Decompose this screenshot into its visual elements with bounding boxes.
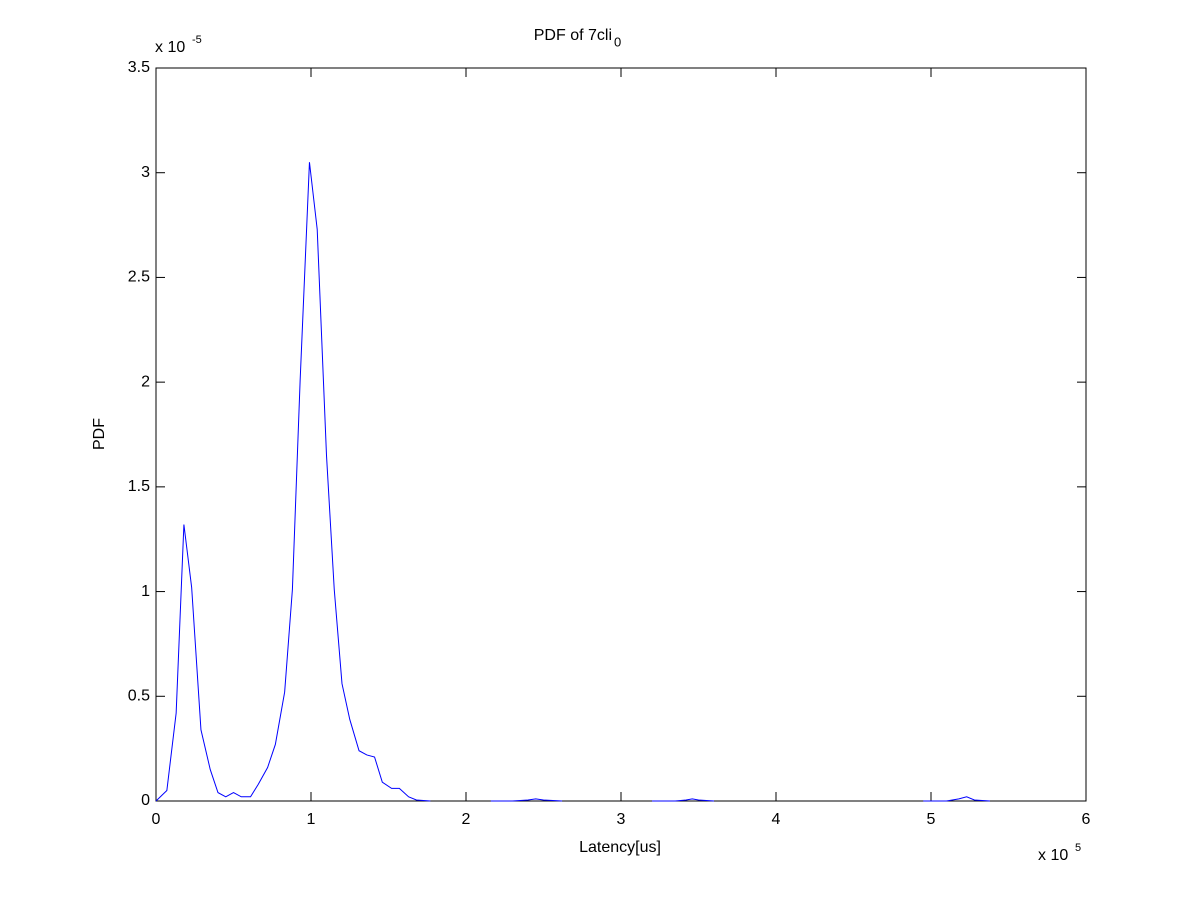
y-tick-label: 3.5: [128, 59, 150, 76]
y-multiplier: x 10: [155, 39, 185, 56]
x-tick-label: 2: [462, 811, 471, 828]
data-line: [155, 162, 990, 802]
x-tick-label: 1: [307, 811, 316, 828]
y-multiplier-exponent: -5: [192, 34, 202, 46]
y-axis-label: PDF: [91, 418, 108, 450]
y-tick-label: 0: [141, 792, 150, 809]
y-tick-label: 3: [141, 164, 150, 181]
y-tick-label: 1: [141, 583, 150, 600]
y-tick-label: 1.5: [128, 478, 150, 495]
x-tick-label: 5: [927, 811, 936, 828]
chart-title-subscript: 0: [614, 34, 621, 49]
x-multiplier-exponent: 5: [1075, 842, 1081, 854]
x-multiplier: x 10: [1038, 847, 1068, 864]
y-tick-label: 2: [141, 373, 150, 390]
y-tick-label: 0.5: [128, 688, 150, 705]
chart-title: PDF of 7cli: [534, 27, 612, 44]
x-tick-label: 0: [152, 811, 161, 828]
y-tick-label: 2.5: [128, 269, 150, 286]
x-axis-label: Latency[us]: [579, 839, 661, 856]
x-tick-label: 6: [1082, 811, 1091, 828]
x-tick-label: 4: [772, 811, 781, 828]
x-tick-label: 3: [617, 811, 626, 828]
